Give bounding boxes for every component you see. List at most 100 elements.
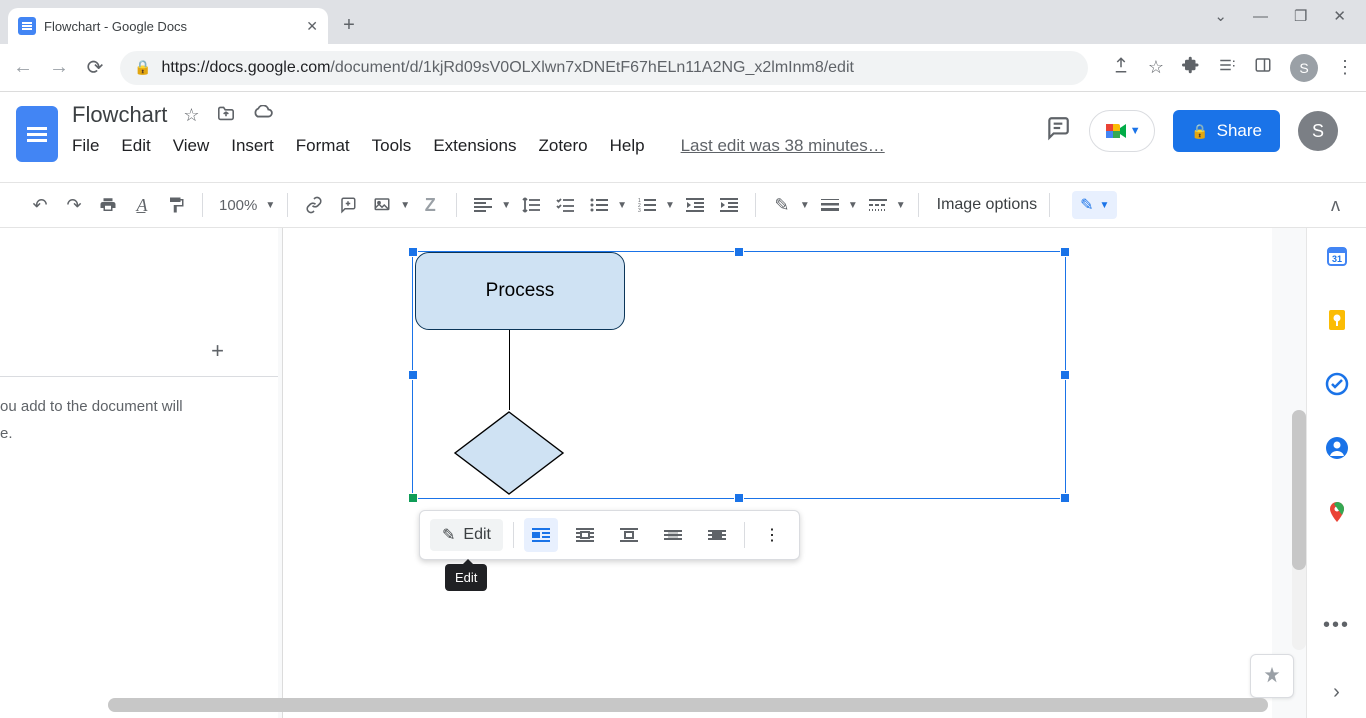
new-tab-button[interactable]: + [334,10,364,40]
url-field[interactable]: 🔒 https://docs.google.com/document/d/1kj… [120,51,1088,85]
resize-handle[interactable] [1060,247,1070,257]
browser-menu-icon[interactable]: ⋮ [1336,57,1354,78]
maximize-icon[interactable]: ❐ [1294,7,1307,25]
wrap-text-icon[interactable] [568,518,602,552]
page-canvas[interactable]: Process ✎ Edit [278,228,1306,718]
menu-zotero[interactable]: Zotero [538,136,587,156]
toolbar: ↶ ↷ A̲ 100%▼ ▼ Z ▼ ▼ 123▼ ✎▼ ▼ ▼ Image o… [0,182,1366,228]
collapse-toolbar-icon[interactable]: ʌ [1331,195,1340,216]
calendar-icon[interactable]: 31 [1325,244,1349,268]
side-panel-icon[interactable] [1254,56,1272,79]
line-spacing-icon[interactable] [517,190,545,220]
contacts-icon[interactable] [1325,436,1349,460]
menu-edit[interactable]: Edit [121,136,150,156]
menu-help[interactable]: Help [610,136,645,156]
wrap-inline-icon[interactable] [524,518,558,552]
redo-icon[interactable]: ↷ [60,190,88,220]
align-icon[interactable] [469,190,497,220]
border-color-icon[interactable]: ✎ [768,190,796,220]
resize-handle[interactable] [408,370,418,380]
menu-format[interactable]: Format [296,136,350,156]
move-icon[interactable] [216,105,236,126]
behind-text-icon[interactable] [656,518,690,552]
edit-drawing-button[interactable]: ✎ Edit [430,519,503,551]
bullet-list-icon[interactable] [585,190,613,220]
document-title[interactable]: Flowchart [72,102,167,128]
border-dash-icon[interactable] [864,190,892,220]
bookmark-icon[interactable]: ☆ [1148,57,1164,78]
paint-format-icon[interactable] [162,190,190,220]
zotero-toolbar-icon[interactable]: Z [416,190,444,220]
zoom-select[interactable]: 100% [215,197,261,214]
menu-extensions[interactable]: Extensions [433,136,516,156]
account-avatar[interactable]: S [1298,111,1338,151]
checklist-icon[interactable] [551,190,579,220]
cloud-status-icon[interactable] [252,105,274,126]
explore-button[interactable] [1250,654,1294,698]
share-page-icon[interactable] [1112,56,1130,79]
menu-file[interactable]: File [72,136,99,156]
pencil-icon: ✎ [442,525,455,545]
browser-tab-strip: Flowchart - Google Docs ✕ + ⌄ ― ❐ ✕ [0,0,1366,44]
docs-logo-icon[interactable] [16,106,58,162]
url-text: https://docs.google.com/document/d/1kjRd… [161,59,854,77]
share-lock-icon: 🔒 [1191,123,1208,140]
back-icon[interactable]: ← [12,56,34,79]
border-weight-icon[interactable] [816,190,844,220]
image-options-button[interactable]: Image options [937,196,1038,214]
forward-icon: → [48,56,70,79]
image-more-icon[interactable]: ⋮ [755,518,789,552]
resize-handle[interactable] [1060,370,1070,380]
editing-mode-button[interactable]: ✎ ▼ [1072,191,1117,219]
keep-icon[interactable] [1325,308,1349,332]
profile-avatar[interactable]: S [1290,54,1318,82]
drawing-selection-box[interactable] [412,251,1066,499]
browser-tab[interactable]: Flowchart - Google Docs ✕ [8,8,328,44]
close-tab-icon[interactable]: ✕ [306,18,318,35]
numbered-list-icon[interactable]: 123 [633,190,661,220]
docs-header: Flowchart ☆ File Edit View Insert Format… [0,92,1366,182]
tab-title: Flowchart - Google Docs [44,19,187,34]
comments-icon[interactable] [1045,115,1071,148]
resize-handle[interactable] [734,247,744,257]
share-button[interactable]: 🔒 Share [1173,110,1280,152]
star-icon[interactable]: ☆ [183,105,199,126]
front-text-icon[interactable] [700,518,734,552]
resize-handle[interactable] [734,493,744,503]
menu-insert[interactable]: Insert [231,136,274,156]
maps-icon[interactable] [1325,500,1349,524]
tasks-icon[interactable] [1325,372,1349,396]
close-window-icon[interactable]: ✕ [1333,7,1346,25]
last-edit-link[interactable]: Last edit was 38 minutes… [681,136,885,156]
side-panel: 31 ••• › [1306,228,1366,718]
print-icon[interactable] [94,190,122,220]
menu-view[interactable]: View [173,136,210,156]
menu-tools[interactable]: Tools [372,136,412,156]
increase-indent-icon[interactable] [715,190,743,220]
svg-text:3: 3 [638,208,641,212]
undo-icon[interactable]: ↶ [26,190,54,220]
tab-search-icon[interactable]: ⌄ [1214,7,1227,25]
extensions-icon[interactable] [1182,56,1200,79]
minimize-icon[interactable]: ― [1253,8,1268,25]
insert-link-icon[interactable] [300,190,328,220]
outline-placeholder-1: ou add to the document will [0,393,256,420]
decrease-indent-icon[interactable] [681,190,709,220]
side-panel-more-icon[interactable]: ••• [1323,614,1350,637]
insert-image-icon[interactable] [368,190,396,220]
meet-button[interactable]: ▼ [1089,110,1155,152]
image-floating-toolbar: ✎ Edit ⋮ [419,510,800,560]
outline-placeholder-2: e. [0,420,256,447]
horizontal-scrollbar[interactable] [108,698,1268,712]
resize-handle[interactable] [1060,493,1070,503]
side-panel-collapse-icon[interactable]: › [1333,681,1340,704]
reading-list-icon[interactable] [1218,56,1236,79]
reload-icon[interactable]: ⟳ [84,55,106,80]
add-outline-icon[interactable]: + [211,338,224,364]
add-comment-icon[interactable] [334,190,362,220]
resize-handle[interactable] [408,247,418,257]
break-text-icon[interactable] [612,518,646,552]
spellcheck-icon[interactable]: A̲ [128,190,156,220]
vertical-scrollbar[interactable] [1292,410,1306,650]
rotate-handle[interactable] [408,493,418,503]
